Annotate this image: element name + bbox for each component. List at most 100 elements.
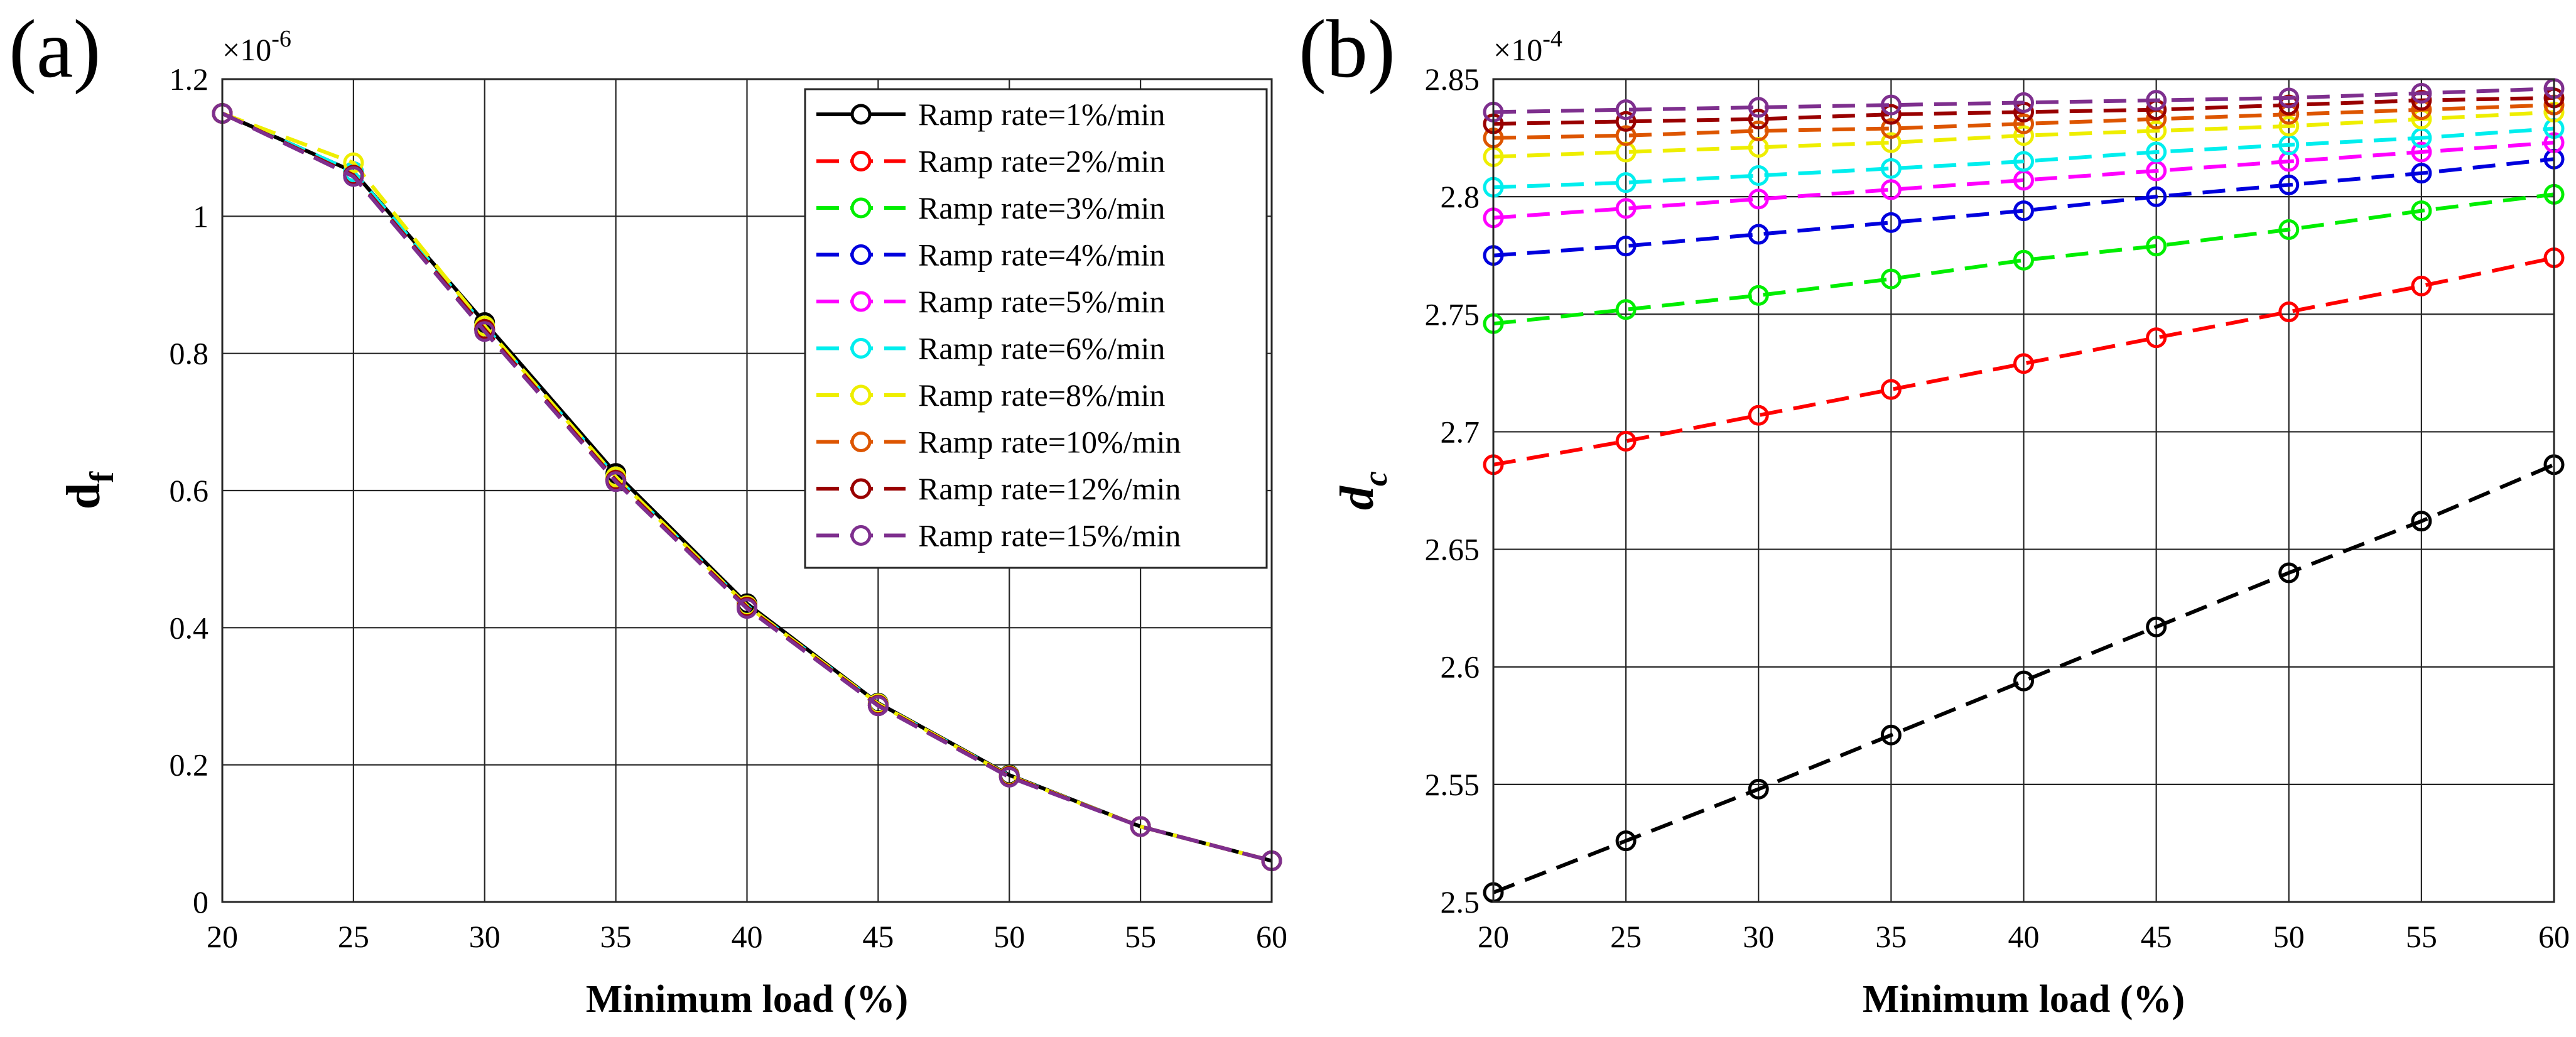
data-point xyxy=(1130,816,1151,837)
y-tick-label: 1.2 xyxy=(170,62,209,97)
legend-entry: Ramp rate=15%/min xyxy=(918,518,1181,553)
x-tick-label: 35 xyxy=(1875,919,1907,954)
data-point xyxy=(1748,188,1769,210)
y-tick-label: 2.65 xyxy=(1425,532,1480,567)
data-point xyxy=(1615,236,1637,257)
legend: Ramp rate=1%/min Ramp rate=2%/min Ramp rat… xyxy=(804,88,1268,569)
data-point xyxy=(605,471,627,492)
x-tick-label: 55 xyxy=(1125,919,1156,954)
data-point xyxy=(343,152,364,173)
x-tick-label: 60 xyxy=(2538,919,2570,954)
x-tick-label: 60 xyxy=(1256,919,1287,954)
y-tick-label: 2.8 xyxy=(1441,179,1480,214)
x-tick-label: 40 xyxy=(732,919,763,954)
series-line-10 xyxy=(221,111,1272,863)
data-point xyxy=(1880,94,1902,116)
data-point xyxy=(1880,132,1902,153)
data-point xyxy=(2278,562,2300,584)
data-point xyxy=(998,766,1020,788)
data-point xyxy=(2411,141,2432,163)
legend-swatch-marker xyxy=(850,244,872,265)
data-point xyxy=(1748,97,1769,118)
data-point xyxy=(2411,511,2432,532)
data-point xyxy=(2146,141,2167,163)
data-point xyxy=(2146,90,2167,111)
data-point xyxy=(2013,151,2034,172)
legend-entry: Ramp rate=4%/min xyxy=(918,237,1165,273)
data-point xyxy=(2013,92,2034,113)
series-line-4 xyxy=(1493,157,2555,258)
data-point xyxy=(2411,275,2432,296)
y-tick-label: 2.55 xyxy=(1425,767,1480,802)
y-multiplier: ×10-6 xyxy=(222,26,291,67)
data-point xyxy=(2278,174,2300,195)
x-tick-label: 35 xyxy=(600,919,632,954)
x-tick-label: 50 xyxy=(2273,919,2305,954)
x-tick-label: 20 xyxy=(1478,919,1509,954)
y-tick-label: 0 xyxy=(193,884,208,920)
data-point xyxy=(1880,179,1902,200)
y-tick-label: 2.75 xyxy=(1425,296,1480,332)
legend-swatch-marker xyxy=(850,151,872,171)
data-point xyxy=(2146,120,2167,141)
data-point xyxy=(2411,163,2432,184)
data-point xyxy=(1748,285,1769,306)
legend-swatch-marker xyxy=(850,291,872,312)
panel-b-label: (b) xyxy=(1299,3,1395,95)
data-point xyxy=(2146,186,2167,207)
data-point xyxy=(1880,212,1902,233)
legend-entry: Ramp rate=6%/min xyxy=(918,331,1165,366)
x-axis-label: Minimum load (%) xyxy=(1863,978,2185,1021)
legend-swatch-marker xyxy=(850,525,872,546)
series-line-6 xyxy=(1493,126,2555,190)
legend-entry: Ramp rate=5%/min xyxy=(918,284,1165,319)
x-tick-label: 45 xyxy=(2141,919,2172,954)
x-tick-label: 25 xyxy=(1610,919,1642,954)
y-axis-label: df xyxy=(57,471,121,509)
y-tick-label: 2.85 xyxy=(1425,62,1480,97)
data-point xyxy=(1748,404,1769,426)
legend-entry: Ramp rate=2%/min xyxy=(918,144,1165,179)
x-tick-label: 55 xyxy=(2406,919,2437,954)
data-point xyxy=(2013,249,2034,271)
panel-a-label: (a) xyxy=(9,3,101,95)
legend-entry: Ramp rate=8%/min xyxy=(918,377,1165,413)
y-tick-label: 0.4 xyxy=(170,610,209,645)
x-tick-label: 40 xyxy=(2008,919,2040,954)
data-point xyxy=(1880,104,1902,125)
y-tick-label: 2.7 xyxy=(1441,414,1480,449)
data-point xyxy=(2146,616,2167,638)
legend-swatch-marker xyxy=(850,478,872,499)
data-point xyxy=(2278,301,2300,323)
data-point xyxy=(1748,778,1769,800)
y-tick-label: 0.8 xyxy=(170,336,209,371)
data-point xyxy=(2146,327,2167,349)
x-axis-label: Minimum load (%) xyxy=(586,978,908,1021)
data-point xyxy=(1880,158,1902,179)
data-point xyxy=(2278,116,2300,137)
data-point xyxy=(474,321,495,342)
data-point xyxy=(1615,299,1637,320)
x-tick-label: 25 xyxy=(338,919,369,954)
data-point xyxy=(1615,111,1637,132)
y-tick-label: 1 xyxy=(193,198,208,234)
data-point xyxy=(343,166,364,187)
y-tick-label: 0.2 xyxy=(170,747,209,783)
data-point xyxy=(867,695,889,717)
x-tick-label: 50 xyxy=(993,919,1025,954)
x-tick-label: 20 xyxy=(207,919,238,954)
data-point xyxy=(1615,198,1637,219)
data-point xyxy=(2146,236,2167,257)
data-point xyxy=(2013,200,2034,222)
legend-entry: Ramp rate=12%/min xyxy=(918,471,1181,506)
data-point xyxy=(1880,379,1902,400)
data-point xyxy=(2013,670,2034,692)
data-point xyxy=(1880,118,1902,139)
data-point xyxy=(2278,87,2300,109)
data-point xyxy=(1615,172,1637,193)
x-tick-label: 30 xyxy=(1743,919,1774,954)
x-tick-label: 45 xyxy=(862,919,894,954)
legend-entry: Ramp rate=10%/min xyxy=(918,425,1181,460)
x-tick-label: 30 xyxy=(469,919,501,954)
